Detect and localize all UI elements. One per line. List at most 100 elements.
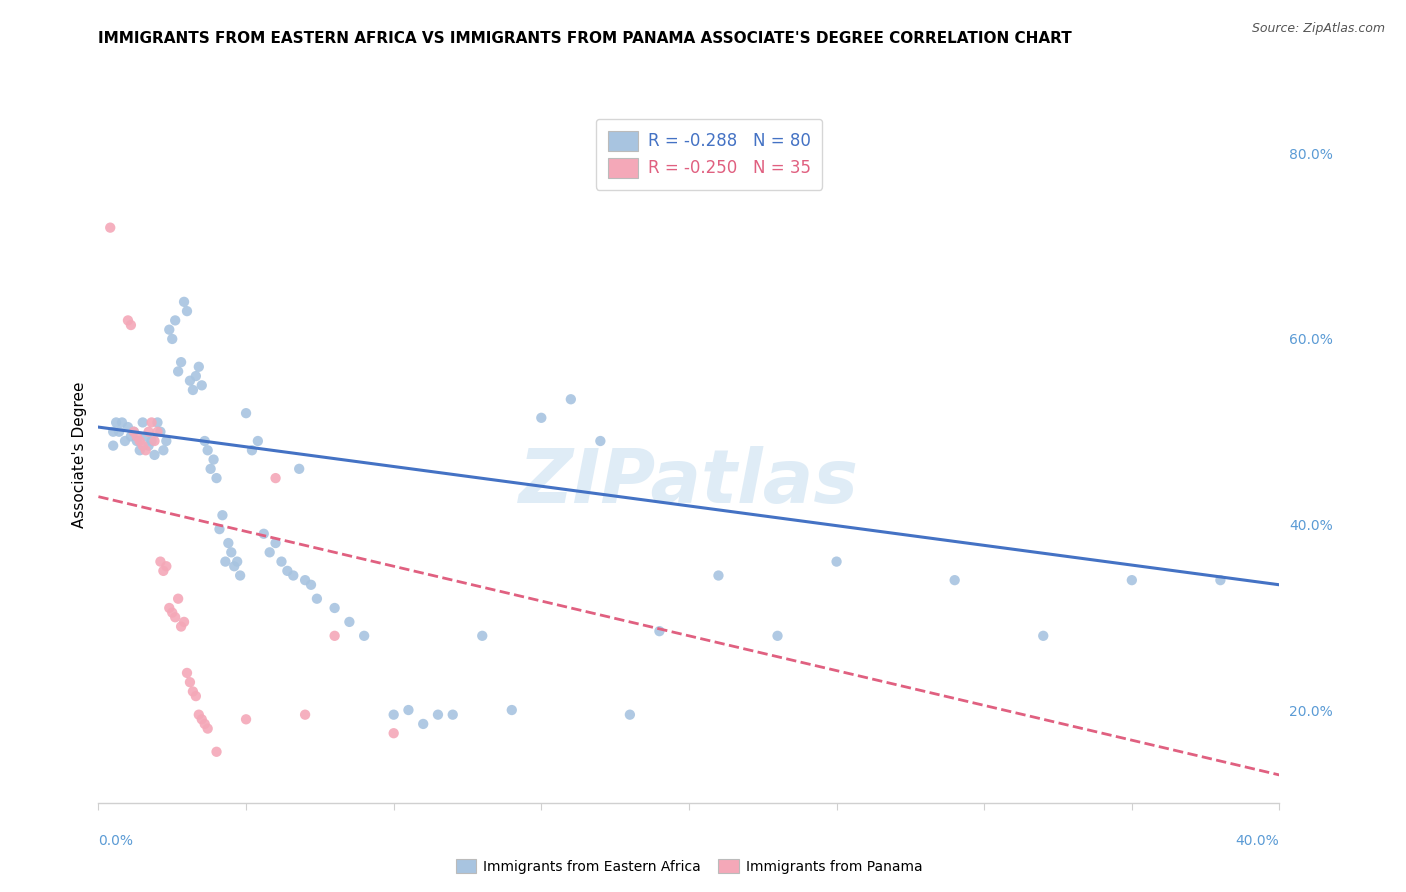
Point [246,434,269,448]
Point [157,601,180,615]
Point [132,439,155,453]
Point [226,555,249,569]
Point [323,629,346,643]
Point [187,359,209,374]
Text: 0.0%: 0.0% [98,834,134,848]
Point [471,629,494,643]
Point [125,429,148,443]
Point [619,707,641,722]
Point [194,434,217,448]
Text: ZIPatlas: ZIPatlas [519,446,859,519]
Point [323,601,346,615]
Point [288,462,311,476]
Point [200,462,222,476]
Point [187,707,209,722]
Point [560,392,582,407]
Point [103,425,125,439]
Point [501,703,523,717]
Point [197,443,219,458]
Point [162,606,183,620]
Point [179,675,201,690]
Point [181,684,204,698]
Point [441,707,464,722]
Point [339,615,360,629]
Point [152,564,174,578]
Point [276,564,298,578]
Point [382,707,405,722]
Point [299,578,322,592]
Point [155,559,177,574]
Point [132,416,155,430]
Point [648,624,671,639]
Point [219,545,242,559]
Point [167,591,190,606]
Point [943,573,966,587]
Point [176,665,198,680]
Point [176,304,198,318]
Point [170,355,193,369]
Point [98,220,121,235]
Legend: Immigrants from Eastern Africa, Immigrants from Panama: Immigrants from Eastern Africa, Immigran… [449,852,929,880]
Point [1121,573,1143,587]
Point [396,703,419,717]
Point [165,610,187,624]
Point [224,559,246,574]
Point [191,712,214,726]
Point [530,410,553,425]
Point [270,555,292,569]
Point [264,536,287,550]
Point [128,443,150,458]
Point [122,425,145,439]
Point [157,323,180,337]
Point [1209,573,1232,587]
Point [205,471,228,485]
Point [197,722,219,736]
Text: 40.0%: 40.0% [1236,834,1279,848]
Point [184,369,207,384]
Point [235,712,257,726]
Point [135,443,157,458]
Point [825,555,848,569]
Point [117,313,139,327]
Y-axis label: Associate's Degree: Associate's Degree [72,382,87,528]
Point [305,591,328,606]
Point [117,420,139,434]
Point [167,364,190,378]
Point [143,434,166,448]
Point [253,526,276,541]
Point [103,439,125,453]
Point [141,434,163,448]
Point [128,434,150,448]
Point [235,406,257,420]
Point [382,726,405,740]
Point [707,568,730,582]
Point [229,568,252,582]
Point [146,416,169,430]
Point [217,536,239,550]
Point [259,545,281,559]
Point [202,452,225,467]
Point [111,416,134,430]
Point [149,425,172,439]
Point [179,374,201,388]
Point [146,425,169,439]
Point [264,471,287,485]
Point [214,555,236,569]
Point [173,615,195,629]
Point [125,434,148,448]
Legend: R = -0.288   N = 80, R = -0.250   N = 35: R = -0.288 N = 80, R = -0.250 N = 35 [596,119,823,189]
Point [120,318,142,332]
Point [294,573,316,587]
Point [143,448,166,462]
Text: IMMIGRANTS FROM EASTERN AFRICA VS IMMIGRANTS FROM PANAMA ASSOCIATE'S DEGREE CORR: IMMIGRANTS FROM EASTERN AFRICA VS IMMIGR… [98,31,1073,46]
Point [120,429,142,443]
Point [138,425,160,439]
Point [173,294,195,309]
Point [1032,629,1054,643]
Point [141,416,163,430]
Point [211,508,233,523]
Point [412,717,434,731]
Point [162,332,183,346]
Point [194,717,217,731]
Point [114,434,136,448]
